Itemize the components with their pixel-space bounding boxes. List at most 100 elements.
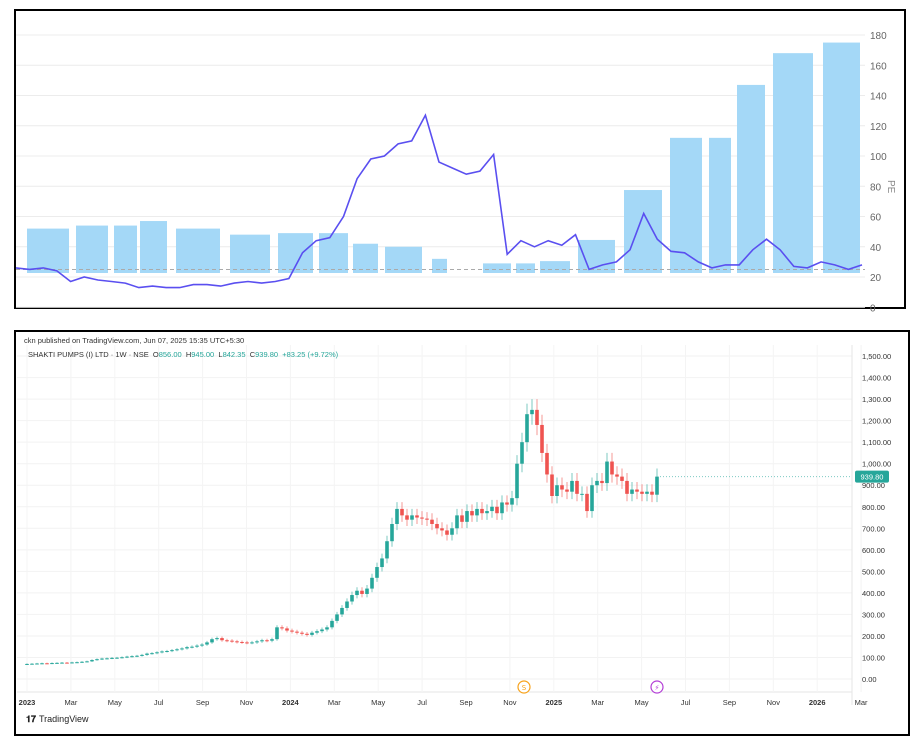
candle-body <box>345 601 349 608</box>
candle-body <box>490 506 494 512</box>
pe-bar <box>483 263 511 273</box>
candle-body <box>545 452 549 475</box>
high-value: 945.00 <box>191 350 215 359</box>
candle-body <box>160 651 164 653</box>
pe-bar <box>670 137 702 273</box>
candle-body <box>600 480 604 484</box>
candle-body <box>105 658 109 660</box>
candle-body <box>350 595 354 602</box>
candle-body <box>425 518 429 520</box>
time-tick-label: Jul <box>154 698 164 707</box>
price-tick-label: 700.00 <box>862 524 885 533</box>
time-tick-label: 2024 <box>282 698 300 707</box>
candle-body <box>65 662 69 664</box>
pe-bar <box>624 190 662 273</box>
y-tick-label: 40 <box>870 243 882 254</box>
candle-body <box>130 656 134 658</box>
price-tick-label: 1,000.00 <box>862 460 891 469</box>
candle-body <box>455 515 459 529</box>
candle-body <box>125 656 129 658</box>
time-tick-label: 2025 <box>545 698 562 707</box>
candle-body <box>655 476 659 495</box>
candle-body <box>195 645 199 647</box>
pe-bar <box>140 221 167 273</box>
candle-body <box>30 663 34 665</box>
candle-body <box>440 528 444 531</box>
candle-body <box>450 528 454 535</box>
candle-body <box>400 508 404 516</box>
time-tick-label: May <box>635 698 649 707</box>
marker-label: ⚡ <box>655 684 660 692</box>
candle-body <box>225 640 229 642</box>
ohlc-legend: SHAKTI PUMPS (I) LTD · 1W · NSE O856.00 … <box>28 350 338 359</box>
candle-body <box>555 485 559 496</box>
tradingview-logo-text: TradingView <box>39 714 89 724</box>
price-tick-label: 1,400.00 <box>862 374 891 383</box>
candle-body <box>495 506 499 514</box>
candle-body <box>575 480 579 494</box>
candle-body <box>615 474 619 477</box>
candle-body <box>40 663 44 665</box>
candle-body <box>395 508 399 524</box>
candle-body <box>325 627 329 630</box>
pe-bar <box>709 137 731 273</box>
candle-body <box>80 661 84 663</box>
candle-body <box>50 663 54 665</box>
candle-body <box>85 661 89 663</box>
candle-body <box>60 662 64 664</box>
candle-body <box>300 632 304 634</box>
price-tick-label: 800.00 <box>862 503 885 512</box>
candle-body <box>330 620 334 628</box>
candle-body <box>305 633 309 635</box>
tradingview-logo[interactable]: 𝟏𝟕 TradingView <box>26 714 89 725</box>
candle-body <box>145 653 149 655</box>
candle-body <box>220 638 224 641</box>
pe-bar <box>176 228 220 273</box>
time-tick-label: May <box>108 698 122 707</box>
time-tick-label: Mar <box>328 698 341 707</box>
candle-body <box>565 489 569 492</box>
time-tick-label: Mar <box>64 698 77 707</box>
price-tick-label: 600.00 <box>862 546 885 555</box>
candle-body <box>520 442 524 464</box>
marker-label: S <box>522 684 527 692</box>
candle-body <box>610 461 614 475</box>
y-tick-label: 180 <box>870 31 887 42</box>
price-tick-label: 100.00 <box>862 653 885 662</box>
candle-body <box>285 628 289 631</box>
low-key: L <box>218 350 223 359</box>
candle-body <box>485 511 489 514</box>
time-tick-label: Jul <box>417 698 427 707</box>
time-tick-label: Sep <box>459 698 472 707</box>
candle-body <box>270 639 274 641</box>
candle-body <box>190 646 194 648</box>
y-tick-label: 80 <box>870 182 882 193</box>
time-tick-label: Mar <box>591 698 604 707</box>
candle-body <box>535 409 539 425</box>
candle-body <box>100 658 104 660</box>
time-tick-label: Sep <box>723 698 736 707</box>
candle-body <box>415 515 419 518</box>
high-key: H <box>185 350 192 359</box>
candle-body <box>635 489 639 492</box>
pe-line <box>15 113 863 289</box>
candle-body <box>530 409 534 415</box>
time-tick-label: Nov <box>240 698 254 707</box>
candle-body <box>120 657 124 659</box>
candle-body <box>385 541 389 559</box>
candle-body <box>210 639 214 643</box>
candle-body <box>405 515 409 520</box>
candle-body <box>155 652 159 654</box>
open-value: 856.00 <box>158 350 182 359</box>
last-price-label: 939.80 <box>861 473 884 482</box>
candle-body <box>35 663 39 665</box>
tradingview-logo-icon: 𝟏𝟕 <box>26 714 37 724</box>
candle-body <box>180 648 184 650</box>
symbol-title: SHAKTI PUMPS (I) LTD · 1W · NSE <box>28 350 149 359</box>
candle-body <box>470 511 474 516</box>
candle-body <box>185 647 189 649</box>
price-tick-label: 900.00 <box>862 481 885 490</box>
candle-body <box>115 657 119 659</box>
candle-body <box>540 424 544 453</box>
candle-body <box>90 660 94 662</box>
